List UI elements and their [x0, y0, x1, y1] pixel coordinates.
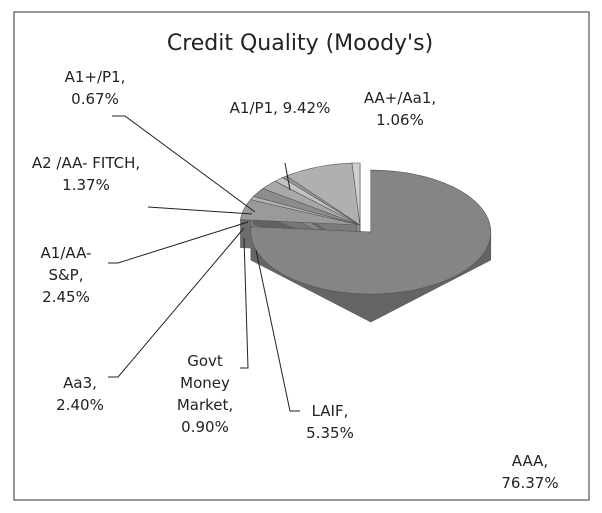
value-label: 9.42% [282, 99, 331, 117]
leader-line [255, 249, 300, 412]
data-label: AA+/Aa1, 1.06% [345, 87, 455, 131]
leader-lines [108, 115, 300, 412]
leader-line [240, 237, 249, 369]
value-label: 5.35% [306, 424, 354, 442]
data-label: A1/P1, 9.42% [225, 97, 335, 119]
data-label: LAIF, 5.35% [290, 400, 370, 444]
value-label: 0.67% [71, 90, 119, 108]
category-label: A2 /AA- FITCH, [31, 154, 141, 172]
category-label: LAIF, [311, 402, 349, 420]
data-label: A1+/P1, 0.67% [40, 66, 150, 110]
value-label: 76.37% [501, 474, 559, 492]
leader-line [284, 162, 291, 191]
leader-line [108, 227, 245, 378]
leader-line [147, 206, 253, 215]
value-label: 0.90% [181, 418, 229, 436]
category-label: AAA, [511, 452, 549, 470]
data-label: AAA, 76.37% [490, 450, 570, 494]
category-label: A1/P1, [229, 99, 278, 117]
data-label: Govt Money Market, 0.90% [170, 350, 240, 438]
category-label: A1/AA- S&P, [40, 244, 92, 284]
data-label: A1/AA- S&P, 2.45% [30, 242, 102, 308]
category-label: AA+/Aa1, [363, 89, 437, 107]
category-label: A1+/P1, [64, 68, 126, 86]
slice [351, 162, 361, 226]
value-label: 1.37% [62, 176, 110, 194]
slice [285, 162, 361, 226]
data-label: A2 /AA- FITCH, 1.37% [22, 152, 150, 196]
leader-line [112, 115, 256, 213]
chart-title: Credit Quality (Moody's) [167, 31, 433, 56]
value-label: 2.45% [42, 288, 90, 306]
leader-line [108, 221, 249, 264]
category-label: Govt Money Market, [176, 352, 234, 414]
value-label: 2.40% [56, 396, 104, 414]
value-label: 1.06% [376, 111, 424, 129]
pie [240, 162, 492, 323]
category-label: Aa3, [63, 374, 97, 392]
slice [240, 199, 361, 226]
data-label: Aa3, 2.40% [40, 372, 120, 416]
slice [250, 169, 492, 295]
